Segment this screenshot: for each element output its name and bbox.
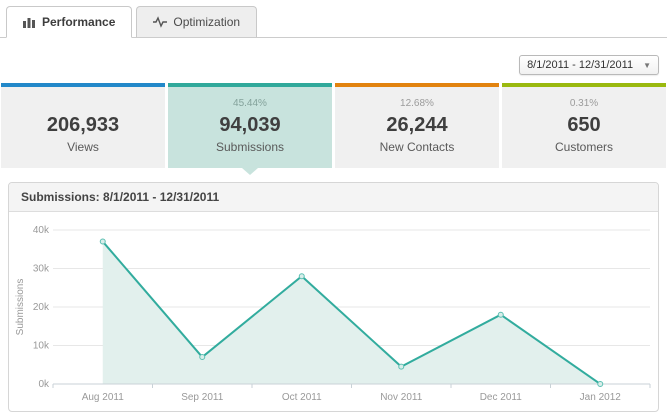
data-point-marker (398, 363, 405, 370)
date-range-select[interactable]: 8/1/2011 - 12/31/2011 ▼ (519, 55, 659, 75)
x-tick-label: Jan 2012 (580, 392, 622, 403)
metric-card-customers[interactable]: 0.31% 650 Customers (502, 83, 666, 168)
metric-percent (1, 98, 165, 112)
metric-color-bar (1, 83, 165, 87)
data-point-marker (298, 273, 305, 280)
metric-color-bar (168, 83, 332, 87)
x-tick-label: Aug 2011 (82, 392, 125, 403)
toolbar-row: 8/1/2011 - 12/31/2011 ▼ (0, 55, 659, 75)
x-tick-label: Oct 2011 (282, 392, 322, 403)
x-tick-label: Nov 2011 (380, 392, 423, 403)
tab-bar: Performance Optimization (0, 0, 667, 38)
metrics-row: 206,933 Views 45.44% 94,039 Submissions … (1, 83, 666, 175)
tab-optimization[interactable]: Optimization (136, 6, 258, 37)
y-axis-title: Submissions (15, 279, 26, 336)
series-line (101, 240, 601, 385)
metric-label: New Contacts (379, 140, 455, 154)
data-point-marker (597, 381, 604, 387)
metric-percent: 0.31% (569, 98, 599, 109)
metric-color-bar (502, 83, 666, 87)
series-area-fill (102, 241, 601, 384)
data-point-marker (99, 238, 106, 245)
metric-value: 94,039 (219, 114, 281, 136)
tab-label: Performance (42, 15, 116, 29)
metric-label: Views (67, 140, 99, 154)
data-point-marker (497, 311, 504, 318)
y-tick-label: 20k (33, 302, 50, 313)
y-tick-label: 10k (33, 341, 50, 352)
y-tick-label: 0k (38, 379, 50, 390)
x-tick-label: Sep 2011 (181, 392, 224, 403)
metric-color-bar (335, 83, 499, 87)
metric-value: 650 (567, 114, 601, 136)
metric-card-views[interactable]: 206,933 Views (1, 83, 165, 168)
chart-title: Submissions: 8/1/2011 - 12/31/2011 (9, 183, 658, 212)
y-tick-label: 30k (33, 264, 50, 275)
tab-performance[interactable]: Performance (6, 6, 133, 38)
data-point-marker (199, 354, 206, 361)
chevron-down-icon: ▼ (643, 60, 651, 70)
metric-percent: 12.68% (400, 98, 434, 109)
metric-card-new-contacts[interactable]: 12.68% 26,244 New Contacts (335, 83, 499, 168)
date-range-value: 8/1/2011 - 12/31/2011 (527, 59, 634, 71)
metric-label: Submissions (215, 140, 285, 154)
submissions-area-chart: 0k 10k 20k 30k 40k Aug 2011 Sep 2011 Oct 2011 No… (15, 225, 651, 403)
metric-percent: 45.44% (233, 98, 267, 109)
tab-label: Optimization (173, 15, 241, 29)
chart-canvas: 0k 10k 20k 30k 40k Aug 2011 Sep 2011 Oct 2011 No… (9, 212, 658, 411)
x-tick-label: Dec 2011 (480, 392, 523, 403)
metric-card-submissions[interactable]: 45.44% 94,039 Submissions (168, 83, 332, 175)
metric-label: Customers (554, 140, 613, 154)
y-tick-label: 40k (33, 225, 50, 236)
bar-chart-icon (23, 16, 36, 28)
metric-value: 206,933 (46, 114, 120, 136)
submissions-chart-panel: Submissions: 8/1/2011 - 12/31/2011 0k 10k… (8, 182, 659, 412)
selected-card-pointer (242, 168, 258, 175)
pulse-icon (153, 16, 168, 28)
metric-value: 26,244 (386, 114, 448, 136)
